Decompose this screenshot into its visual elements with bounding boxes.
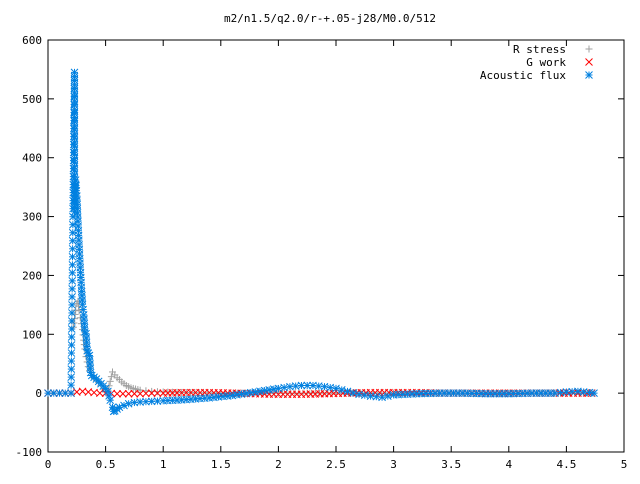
data-point [106,377,114,385]
y-tick-label: 100 [22,328,42,341]
data-point [67,365,76,373]
x-tick-label: 5 [621,458,628,471]
data-point [67,333,76,341]
data-point [349,388,358,397]
y-tick-label: 400 [22,152,42,165]
y-tick-label: 200 [22,269,42,282]
legend-label-g-work: G work [526,56,566,69]
legend-label-acoustic-flux: Acoustic flux [480,69,566,82]
data-point [68,309,76,317]
x-tick-label: 3 [390,458,397,471]
data-point [79,305,87,314]
data-point [67,349,76,357]
data-point [343,387,352,396]
data-point [332,384,340,393]
data-point [136,398,145,406]
x-tick-label: 0.5 [96,458,116,471]
chart-title: m2/n1.5/q2.0/r-+.05-j28/M0.0/512 [224,12,436,25]
data-point [124,389,133,398]
y-tick-label: 300 [22,211,42,224]
data-point [119,389,127,398]
data-point [130,389,139,398]
data-point [337,386,346,394]
data-point [106,396,115,405]
series-r-stress [69,297,596,397]
data-point [68,293,76,301]
axes: 0 0.5 1 1.5 2 2.5 3 3.5 4 4.5 5-100010020030040050… [16,34,628,471]
data-point [314,382,323,390]
data-point [590,389,598,397]
data-point [68,252,77,261]
legend-marker-acoustic-flux [585,71,593,79]
data-point [142,389,150,398]
data-point [67,373,76,381]
data-series [44,68,598,416]
data-point [68,301,76,309]
y-tick-label: -100 [16,446,43,459]
data-point [67,341,76,349]
data-point [72,306,80,314]
data-point [68,269,77,277]
y-tick-label: 0 [35,387,42,400]
data-point [67,381,75,389]
data-point [113,389,121,398]
data-point [67,317,76,325]
data-point [68,260,77,269]
data-point [68,277,77,285]
data-point [153,389,162,397]
x-tick-label: 4.5 [556,458,576,471]
data-point [107,373,115,381]
x-tick-label: 1 [160,458,167,471]
data-point [68,244,77,253]
data-point [105,391,113,400]
data-point [136,389,145,398]
legend-marker-g-work [585,58,593,66]
x-tick-label: 2 [275,458,282,471]
x-tick-label: 0 [45,458,52,471]
x-tick-label: 3.5 [441,458,461,471]
legend-marker-r-stress [585,45,593,53]
data-point [568,387,577,396]
series-acoustic-flux [44,68,598,416]
data-point [147,389,156,397]
x-tick-label: 4 [505,458,512,471]
y-tick-label: 600 [22,34,42,47]
data-point [68,285,77,293]
data-point [115,403,124,412]
legend-label-r-stress: R stress [513,43,566,56]
data-point [67,357,76,365]
data-point [67,325,76,333]
data-point [95,389,104,397]
x-tick-label: 2.5 [326,458,346,471]
data-point [251,388,260,396]
data-point [67,389,75,397]
x-tick-label: 1.5 [211,458,231,471]
y-tick-label: 500 [22,93,42,106]
data-point [104,387,112,396]
